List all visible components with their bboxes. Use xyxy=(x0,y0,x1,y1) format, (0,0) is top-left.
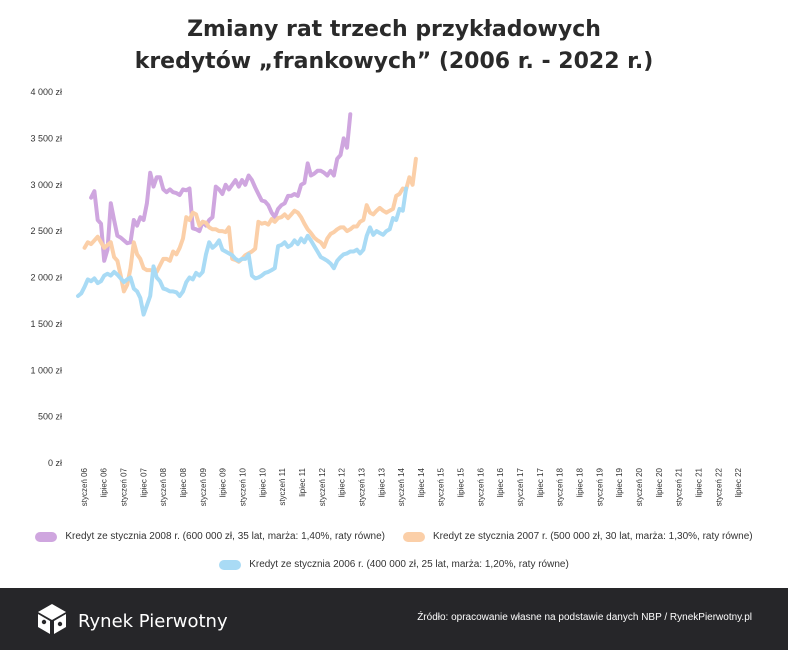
x-tick-label: lipiec 10 xyxy=(258,467,267,497)
legend-item-2008: Kredyt ze stycznia 2008 r. (600 000 zł, … xyxy=(35,531,385,542)
brand: Rynek Pierwotny xyxy=(36,602,228,641)
x-tick-label: lipiec 13 xyxy=(377,467,386,497)
y-tick-label: 1 000 zł xyxy=(30,365,62,375)
brand-name: Rynek Pierwotny xyxy=(78,611,228,632)
y-tick-label: 4 000 zł xyxy=(30,87,62,97)
chart-title: Zmiany rat trzech przykładowych kredytów… xyxy=(0,14,788,78)
x-tick-label: styczeń 12 xyxy=(318,467,327,506)
chart-title-line-2: kredytów „frankowych” (2006 r. - 2022 r.… xyxy=(134,49,654,74)
legend-item-2007: Kredyt ze stycznia 2007 r. (500 000 zł, … xyxy=(403,531,753,542)
x-tick-label: styczeń 22 xyxy=(714,467,723,506)
y-tick-label: 3 000 zł xyxy=(30,180,62,190)
footer: Rynek Pierwotny Źródło: opracowanie włas… xyxy=(0,588,788,650)
y-tick-label: 500 zł xyxy=(38,412,62,422)
x-tick-label: lipiec 17 xyxy=(536,467,545,497)
x-tick-label: lipiec 18 xyxy=(576,467,585,497)
x-tick-label: styczeń 07 xyxy=(120,467,129,506)
x-tick-label: lipiec 22 xyxy=(734,467,743,497)
x-tick-label: styczeń 13 xyxy=(357,467,366,506)
y-tick-label: 3 500 zł xyxy=(30,133,62,143)
x-tick-label: styczeń 16 xyxy=(476,467,485,506)
x-tick-label: styczeń 20 xyxy=(635,467,644,506)
x-tick-label: styczeń 19 xyxy=(595,467,604,506)
x-tick-label: styczeń 18 xyxy=(556,467,565,506)
x-tick-label: styczeń 21 xyxy=(675,467,684,506)
y-tick-label: 0 zł xyxy=(48,458,62,468)
source-note: Źródło: opracowanie własne na podstawie … xyxy=(417,612,752,623)
x-tick-label: styczeń 14 xyxy=(397,467,406,506)
y-tick-label: 1 500 zł xyxy=(30,319,62,329)
series-line-0 xyxy=(89,112,353,263)
line-chart: 0 zł 500 zł 1 000 zł 1 500 zł 2 000 zł 2 500 … xyxy=(30,87,743,506)
legend-item-2006: Kredyt ze stycznia 2006 r. (400 000 zł, … xyxy=(219,559,569,570)
legend-label-2008: Kredyt ze stycznia 2008 r. (600 000 zł, … xyxy=(65,531,385,542)
x-tick-label: lipiec 06 xyxy=(100,467,109,497)
x-tick-label: lipiec 09 xyxy=(219,467,228,497)
x-tick-label: styczeń 17 xyxy=(516,467,525,506)
legend-label-2006: Kredyt ze stycznia 2006 r. (400 000 zł, … xyxy=(249,559,569,570)
legend-swatch-2006 xyxy=(219,559,242,570)
y-tick-label: 2 000 zł xyxy=(30,273,62,283)
x-tick-label: lipiec 14 xyxy=(417,467,426,497)
x-tick-label: lipiec 12 xyxy=(338,467,347,497)
x-tick-label: styczeń 10 xyxy=(239,467,248,506)
legend-label-2007: Kredyt ze stycznia 2007 r. (500 000 zł, … xyxy=(433,531,753,542)
x-tick-label: lipiec 15 xyxy=(457,467,466,497)
x-tick-label: lipiec 19 xyxy=(615,467,624,497)
x-tick-label: styczeń 11 xyxy=(278,467,287,505)
x-tick-label: lipiec 21 xyxy=(694,467,703,497)
x-tick-label: styczeń 15 xyxy=(437,467,446,506)
x-tick-label: styczeń 06 xyxy=(80,467,89,506)
x-tick-label: lipiec 11 xyxy=(298,467,307,496)
legend-row-2: Kredyt ze stycznia 2006 r. (400 000 zł, … xyxy=(0,559,788,570)
rynek-pierwotny-logo-icon xyxy=(36,602,68,641)
x-tick-label: lipiec 20 xyxy=(655,467,664,497)
x-tick-label: styczeń 08 xyxy=(159,467,168,506)
series-line-2 xyxy=(76,186,409,317)
x-tick-label: lipiec 16 xyxy=(496,467,505,497)
x-tick-label: lipiec 08 xyxy=(179,467,188,497)
legend-row-1: Kredyt ze stycznia 2008 r. (600 000 zł, … xyxy=(0,531,788,542)
y-tick-label: 2 500 zł xyxy=(30,226,62,236)
chart-card: Zmiany rat trzech przykładowych kredytów… xyxy=(0,14,788,570)
x-tick-label: lipiec 07 xyxy=(139,467,148,497)
chart-title-line-1: Zmiany rat trzech przykładowych xyxy=(187,17,601,42)
legend-swatch-2007 xyxy=(403,531,425,542)
series-line-1 xyxy=(82,156,418,294)
legend-swatch-2008 xyxy=(35,531,58,542)
x-tick-label: styczeń 09 xyxy=(199,467,208,506)
